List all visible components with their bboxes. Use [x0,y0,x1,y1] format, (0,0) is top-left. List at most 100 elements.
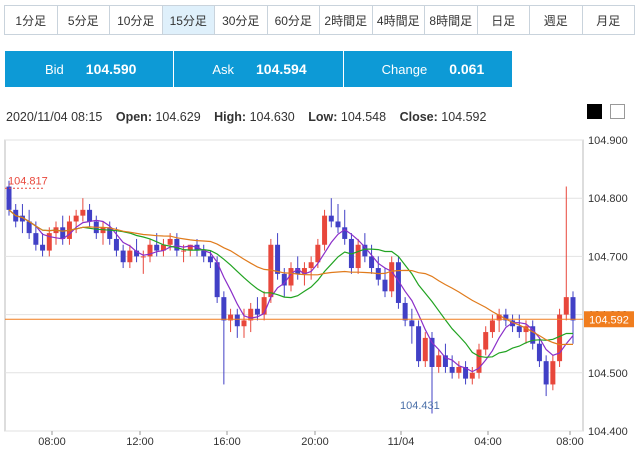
bid-cell: Bid 104.590 [5,51,175,87]
ask-value: 104.594 [256,61,307,77]
x-tick-label: 08:00 [38,436,66,448]
open-label: Open: [115,110,152,124]
candle-body [187,244,193,251]
candle-body [295,268,301,274]
change-cell: Change 0.061 [344,51,512,87]
candle-body [26,221,32,234]
tab-timeframe[interactable]: 60分足 [267,6,320,34]
open-value: 104.629 [155,110,201,124]
candle-body [288,268,294,286]
tab-timeframe[interactable]: 月足 [582,6,634,34]
y-tick-label: 104.700 [588,251,628,263]
tab-timeframe[interactable]: 週足 [530,6,583,34]
candle-body [463,366,469,379]
tab-timeframe[interactable]: 日足 [477,6,530,34]
y-tick-label: 104.400 [588,426,628,438]
tab-timeframe[interactable]: 4時間足 [372,6,425,34]
tab-timeframe[interactable]: 2時間足 [320,6,373,34]
candle-body [308,262,314,269]
timeframe-tabs: 1分足 5分足 10分足 15分足 30分足 60分足 2時間足 4時間足 8時間足 日足 週足 月足 [4,5,635,35]
candle-body [181,250,187,252]
candle-body [328,215,334,222]
candle-body [107,227,113,239]
candle-body [382,279,388,292]
candle-body [389,262,395,292]
tab-timeframe[interactable]: 10分足 [110,6,163,34]
candle-body [254,308,260,315]
current-price-tag [584,311,634,328]
candle-body [261,297,267,315]
candle-body [543,361,549,385]
tab-timeframe[interactable]: 15分足 [162,6,215,34]
candle-body [87,209,93,222]
y-tick-label: 104.800 [588,193,628,205]
candle-body [207,256,213,263]
x-tick-label: 04:00 [474,436,502,448]
candle-body [268,244,274,298]
candle-body [120,250,126,263]
tab-timeframe[interactable]: 30分足 [215,6,268,34]
candle-body [536,343,542,362]
candle-body [516,326,522,333]
current-price-label: 104.592 [589,314,629,326]
candle-body [429,337,435,367]
candle-body [134,250,140,257]
candle-body [355,244,361,269]
candle-body [40,244,46,251]
candle-body [228,314,234,321]
candle-body [449,366,455,373]
candle-body [201,250,207,257]
change-value: 0.061 [449,61,485,77]
candle-body [140,256,146,258]
tab-timeframe[interactable]: 1分足 [5,6,58,34]
candle-body [530,326,536,344]
candle-body [281,273,287,286]
x-tick-label: 12:00 [126,436,154,448]
bid-value: 104.590 [85,61,137,77]
candle-body [436,355,442,367]
change-label: Change [381,61,428,77]
candle-body [422,337,428,362]
plot-area [4,139,584,432]
candle-body [147,244,153,257]
candle-body [469,372,475,379]
y-tick-label: 104.500 [588,368,628,380]
candle-body [214,262,220,298]
candle-body [483,332,489,350]
ohlc-datetime: 2020/11/04 08:15 [6,110,103,124]
candle-body [342,227,348,239]
candle-body [221,297,227,321]
ask-label: Ask [212,61,234,77]
candle-body [523,326,529,333]
candle-body [154,244,160,251]
candle-body [60,227,66,239]
candle-body [563,297,569,315]
candle-body [322,215,328,245]
ohlc-readout: 2020/11/04 08:15 Open: 104.629 High: 104… [6,110,486,124]
candle-body [73,215,79,222]
candle-body [402,302,408,321]
dark-theme-toggle[interactable] [587,104,602,119]
candle-body [301,268,307,274]
candle-body [409,320,415,327]
x-tick-label: 16:00 [213,436,241,448]
x-tick-label: 20:00 [301,436,329,448]
candle-body [160,244,166,251]
candle-body [315,244,321,263]
candle-body [19,215,25,222]
tab-timeframe[interactable]: 5分足 [57,6,110,34]
low-annotation: 104.431 [400,400,440,412]
candle-body [570,297,576,321]
candle-body [113,238,119,251]
candle-body [335,221,341,228]
light-theme-toggle[interactable] [610,104,625,119]
high-value: 104.630 [249,110,295,124]
candle-body [395,262,401,303]
tab-timeframe[interactable]: 8時間足 [425,6,478,34]
candle-body [174,238,180,251]
candle-body [442,355,448,367]
ask-cell: Ask 104.594 [174,51,344,87]
candle-body [80,209,86,216]
candle-body [416,326,422,362]
